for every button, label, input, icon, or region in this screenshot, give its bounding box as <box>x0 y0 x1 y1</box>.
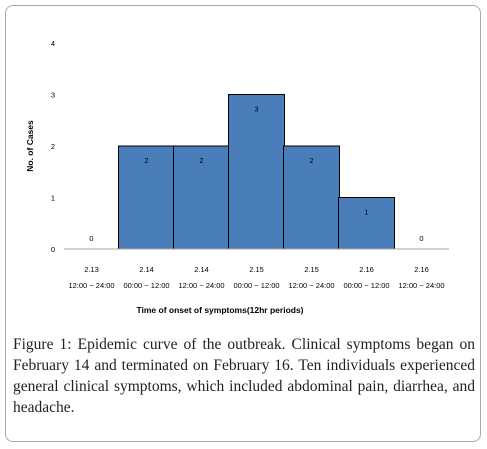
bar-value-label: 2 <box>199 156 203 165</box>
data-labels-group: 0 2 2 3 2 1 0 <box>89 105 423 244</box>
y-axis-ticks: 0 1 2 3 4 <box>51 39 55 254</box>
bar <box>173 145 230 250</box>
bar <box>228 94 285 250</box>
y-axis-label: No. of Cases <box>25 120 35 172</box>
x-axis-label: Time of onset of symptoms(12hr periods) <box>136 305 303 315</box>
y-tick-label: 2 <box>51 142 55 151</box>
x-tick-date-label: 2.15 <box>304 265 319 274</box>
bar <box>283 145 340 250</box>
bar-value-label: 0 <box>89 234 93 243</box>
x-tick-period-label: 00:00 ~ 12:00 <box>123 281 169 290</box>
x-tick-period-label: 12:00 ~ 24:00 <box>398 281 444 290</box>
bar-value-label: 3 <box>254 105 258 114</box>
x-tick-period-label: 12:00 ~ 24:00 <box>68 281 114 290</box>
bars-group <box>118 94 395 250</box>
y-tick-label: 4 <box>51 39 55 48</box>
bar-value-label: 1 <box>364 208 368 217</box>
x-tick-period-label: 00:00 ~ 12:00 <box>343 281 389 290</box>
x-tick-date-label: 2.14 <box>194 265 209 274</box>
caption-text: Epidemic curve of the outbreak. Clinical… <box>13 336 475 416</box>
epidemic-curve-chart: 0 1 2 3 4 0 2 2 3 2 1 0 2.13 12:00 ~ 24:00 2.14 00:00… <box>25 39 449 315</box>
bar-value-label: 2 <box>309 156 313 165</box>
x-tick-period-label: 00:00 ~ 12:00 <box>233 281 279 290</box>
bar <box>118 145 175 250</box>
bar-value-label: 0 <box>419 234 423 243</box>
x-tick-date-label: 2.14 <box>139 265 154 274</box>
caption-label: Figure 1: <box>13 336 72 353</box>
x-tick-period-label: 12:00 ~ 24:00 <box>178 281 224 290</box>
figure-caption: Figure 1: Epidemic curve of the outbreak… <box>13 334 475 418</box>
bar-value-label: 2 <box>144 156 148 165</box>
y-tick-label: 1 <box>51 194 55 203</box>
x-tick-period-label: 12:00 ~ 24:00 <box>288 281 334 290</box>
x-tick-date-label: 2.16 <box>359 265 374 274</box>
x-tick-date-label: 2.16 <box>414 265 429 274</box>
y-tick-label: 0 <box>51 245 55 254</box>
y-tick-label: 3 <box>51 91 55 100</box>
x-axis-tick-labels: 2.13 12:00 ~ 24:00 2.14 00:00 ~ 12:00 2.14 12… <box>68 265 444 290</box>
bar <box>338 197 395 250</box>
x-tick-date-label: 2.15 <box>249 265 264 274</box>
x-tick-date-label: 2.13 <box>84 265 99 274</box>
